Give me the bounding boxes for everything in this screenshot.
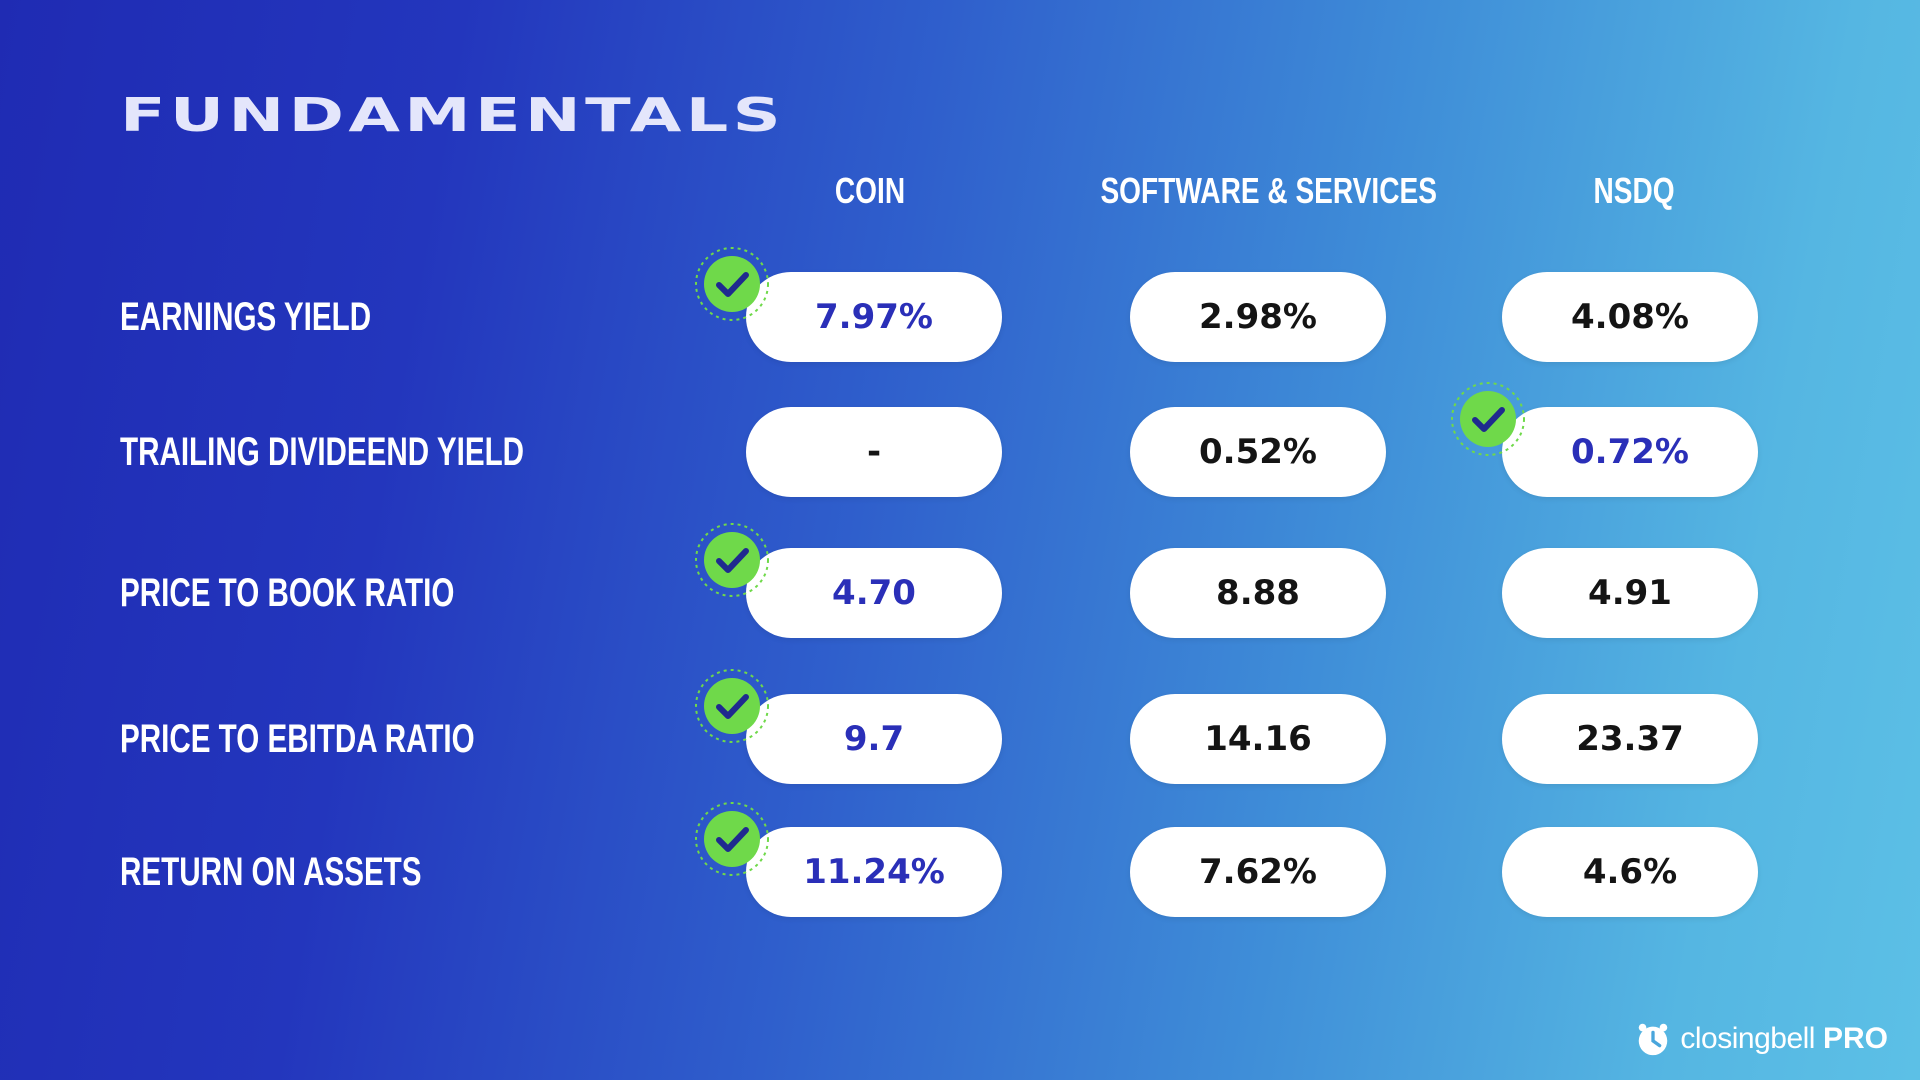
row-label: TRAILING DIVIDEEND YIELD	[120, 429, 525, 474]
check-circle-icon	[695, 669, 769, 743]
brand-logo: closingbell PRO	[1634, 1020, 1888, 1058]
check-circle-icon	[695, 802, 769, 876]
check-circle-icon	[1451, 382, 1525, 456]
value-pill-nsdq: 4.6%	[1502, 827, 1758, 917]
value-pill-coin: 11.24%	[746, 827, 1002, 917]
value-pill-coin: -	[746, 407, 1002, 497]
brand-name: closingbell	[1680, 1022, 1815, 1055]
row-label: EARNINGS YIELD	[120, 294, 372, 339]
column-header-software-services: SOFTWARE & SERVICES	[1100, 170, 1437, 211]
value-pill-software-services: 0.52%	[1130, 407, 1386, 497]
value-pill-nsdq: 0.72%	[1502, 407, 1758, 497]
value-pill-coin: 7.97%	[746, 272, 1002, 362]
value-pill-software-services: 7.62%	[1130, 827, 1386, 917]
value-pill-nsdq: 23.37	[1502, 694, 1758, 784]
row-label: RETURN ON ASSETS	[120, 849, 422, 894]
value-pill-software-services: 14.16	[1130, 694, 1386, 784]
row-label: PRICE TO BOOK RATIO	[120, 570, 455, 615]
row-label: PRICE TO EBITDA RATIO	[120, 716, 475, 761]
value-pill-software-services: 2.98%	[1130, 272, 1386, 362]
check-circle-icon	[695, 523, 769, 597]
brand-suffix: PRO	[1822, 1022, 1888, 1055]
column-header-nsdq: NSDQ	[1593, 170, 1675, 211]
check-circle-icon	[695, 247, 769, 321]
column-header-coin: COIN	[834, 170, 906, 211]
value-pill-coin: 4.70	[746, 548, 1002, 638]
value-pill-coin: 9.7	[746, 694, 1002, 784]
alarm-bell-icon	[1639, 1023, 1668, 1056]
value-pill-nsdq: 4.08%	[1502, 272, 1758, 362]
value-pill-nsdq: 4.91	[1502, 548, 1758, 638]
page-title: FUNDAMENTALS	[120, 88, 785, 142]
value-pill-software-services: 8.88	[1130, 548, 1386, 638]
